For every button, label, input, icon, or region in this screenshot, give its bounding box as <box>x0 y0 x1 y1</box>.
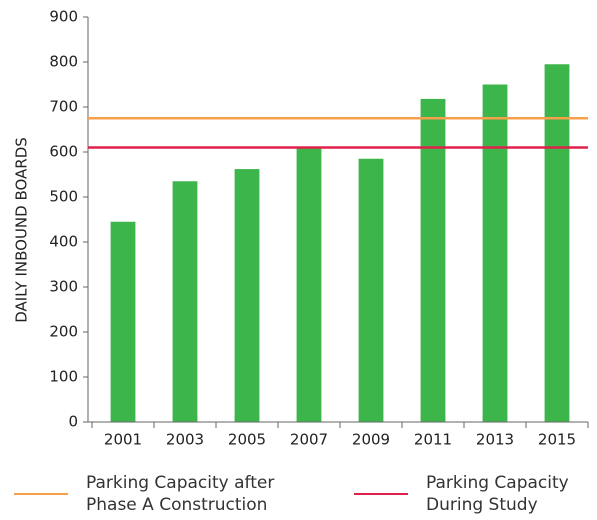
bar <box>358 158 384 422</box>
y-tick-label: 400 <box>49 233 78 251</box>
legend-label: Parking Capacity after Phase A Construct… <box>86 473 275 515</box>
x-tick-label: 2013 <box>476 431 514 449</box>
y-tick-label: 800 <box>49 53 78 71</box>
y-tick-label: 900 <box>49 8 78 26</box>
bar <box>296 147 322 422</box>
legend-label: Parking Capacity During Study <box>426 473 569 515</box>
x-tick-label: 2007 <box>290 431 328 449</box>
x-tick-label: 2015 <box>538 431 576 449</box>
y-tick-label: 0 <box>68 413 78 431</box>
y-axis-label: DAILY INBOUND BOARDS <box>13 137 31 323</box>
y-tick-label: 600 <box>49 143 78 161</box>
y-tick-label: 500 <box>49 188 78 206</box>
x-tick-label: 2003 <box>166 431 204 449</box>
bar <box>482 84 508 422</box>
y-tick-label: 300 <box>49 278 78 296</box>
y-tick-label: 200 <box>49 323 78 341</box>
bar <box>110 221 136 422</box>
y-tick-label: 700 <box>49 98 78 116</box>
bar <box>420 98 446 423</box>
bar <box>234 169 260 422</box>
legend-swatch <box>14 493 68 495</box>
x-tick-label: 2001 <box>104 431 142 449</box>
chart: DAILY INBOUND BOARDS 0 100 200 300 400 500 600… <box>13 8 589 449</box>
x-tick-label: 2011 <box>414 431 452 449</box>
bar <box>544 64 570 422</box>
x-tick-label: 2009 <box>352 431 390 449</box>
x-tick-label: 2005 <box>228 431 266 449</box>
bar <box>172 181 198 422</box>
y-tick-label: 100 <box>49 368 78 386</box>
legend-swatch <box>354 493 408 495</box>
